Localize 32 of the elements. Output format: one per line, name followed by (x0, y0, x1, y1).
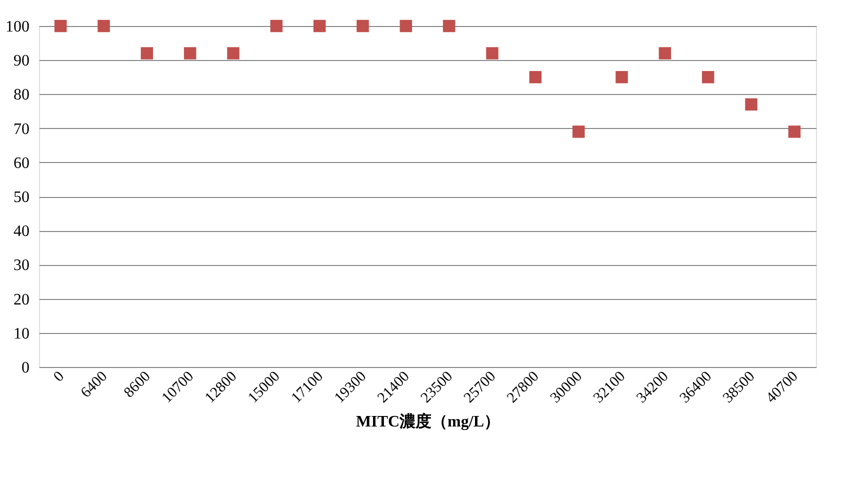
point (616, 71, 628, 84)
point (702, 71, 714, 84)
point (227, 47, 240, 60)
point (184, 47, 196, 60)
y-tick-label: 40 (14, 223, 30, 240)
point (442, 20, 456, 32)
point (270, 20, 283, 32)
point (140, 47, 154, 60)
y-tick-label: 100 (6, 18, 30, 36)
y-tick-label: 50 (14, 189, 30, 206)
y-tick-label: 30 (14, 257, 30, 274)
point (529, 71, 542, 84)
x-tick-label: 8600 (121, 368, 154, 402)
x-axis-title: MITC濃度（mg/L） (356, 412, 500, 431)
point (788, 126, 801, 138)
point (98, 20, 110, 32)
point (658, 47, 672, 60)
y-tick-label: 80 (14, 86, 30, 104)
point (572, 126, 585, 138)
point (54, 20, 67, 32)
y-tick-label: 90 (14, 52, 30, 70)
x-tick-label: 0 (50, 368, 68, 386)
point (356, 20, 369, 32)
point (313, 20, 326, 32)
point (745, 98, 758, 111)
point (486, 47, 498, 60)
y-tick-label: 10 (14, 325, 30, 342)
y-tick-label: 60 (14, 154, 30, 172)
y-tick-label: 20 (14, 291, 30, 308)
point (400, 20, 412, 32)
y-tick-label: 70 (14, 120, 30, 138)
x-tick-label: 6400 (78, 368, 111, 402)
